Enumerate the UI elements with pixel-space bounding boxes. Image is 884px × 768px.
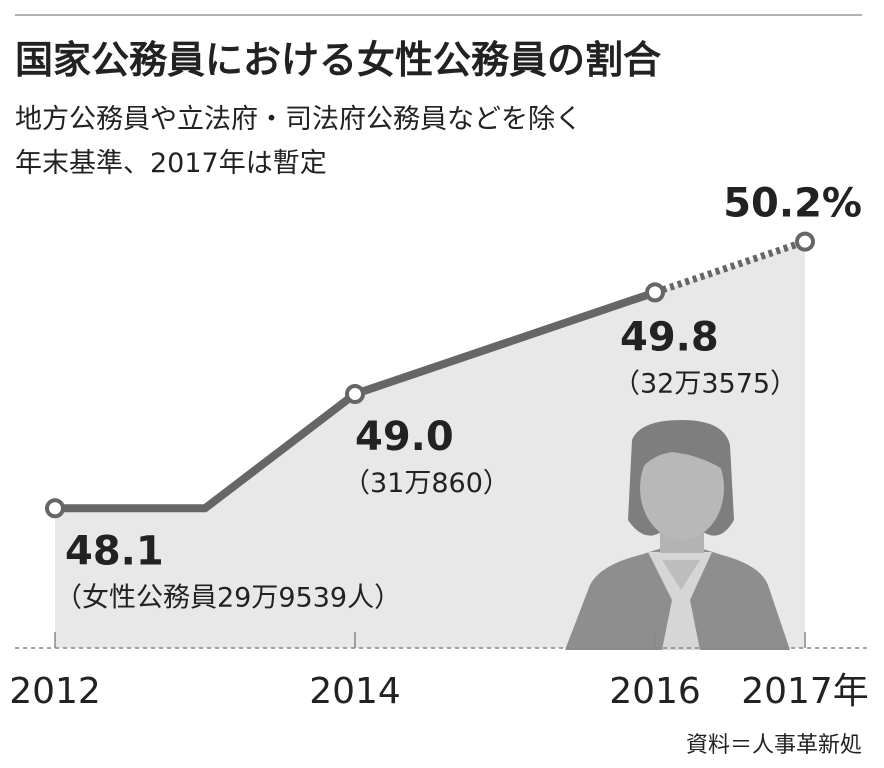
annotation: （女性公務員29万9539人） (55, 582, 401, 613)
annotation: （32万3575） (613, 368, 797, 399)
area (55, 292, 655, 648)
line (653, 238, 807, 296)
source: 資料＝人事革新処 (686, 733, 862, 758)
point (345, 384, 365, 404)
x-tick-label: 2014 (309, 671, 401, 712)
subtitle: 年末基準、2017年は暫定 (15, 148, 327, 179)
x-tick-label: 2017年 (741, 671, 869, 712)
value-label: 50.2% (723, 181, 862, 227)
value-label: 49.0 (355, 414, 454, 460)
x-tick-label: 2012 (9, 671, 101, 712)
annotation: （31万860） (343, 468, 510, 499)
point (795, 231, 815, 252)
value-label: 48.1 (65, 528, 164, 574)
person-icon (565, 420, 790, 650)
point (45, 498, 65, 519)
point (645, 282, 665, 303)
x-tick-label: 2016 (609, 671, 701, 712)
chart-title: 国家公務員における女性公務員の割合 (15, 38, 661, 82)
subtitle: 地方公務員や立法府・司法府公務員などを除く (15, 104, 582, 135)
value-label: 49.8 (620, 314, 719, 360)
